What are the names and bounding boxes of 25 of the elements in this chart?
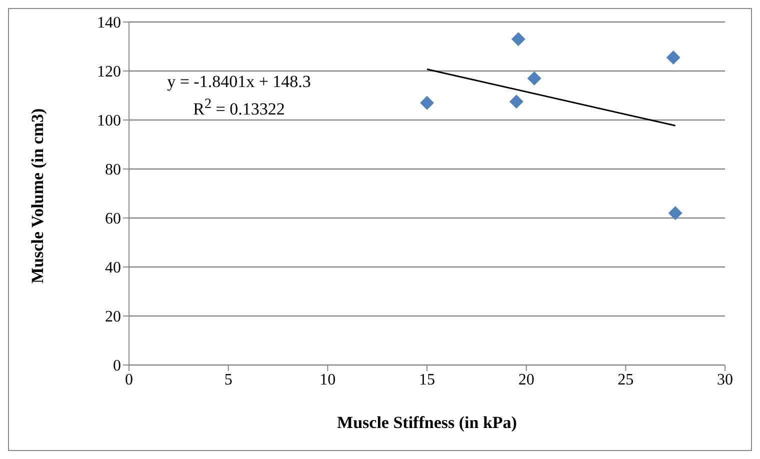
- y-tick-label: 80: [105, 162, 121, 179]
- y-tick-label: 60: [105, 210, 121, 228]
- y-axis-title: Muscle Volume (in cm3): [28, 108, 48, 284]
- x-tick-label: 25: [618, 371, 634, 388]
- y-tick-label: 140: [97, 14, 121, 32]
- point: [511, 32, 526, 46]
- annotation: R$^{2}$ = 0.13322: [192, 95, 286, 121]
- y-tick-label: 0: [113, 358, 121, 375]
- point: [527, 71, 542, 86]
- y-tick-label: 100: [97, 112, 121, 130]
- x-tick-label: 20: [518, 371, 534, 388]
- x-tick-label: 15: [419, 371, 435, 388]
- x-tick-label: 30: [717, 371, 733, 388]
- y-tick-label: 120: [97, 64, 121, 81]
- x-tick-label: 0: [125, 371, 133, 388]
- point: [666, 50, 680, 65]
- y-tick-label: 40: [105, 260, 121, 277]
- x-tick-label: 10: [320, 371, 336, 388]
- x-tick-label: 5: [224, 371, 232, 388]
- y-tick-label: 20: [105, 308, 121, 326]
- annotation: y = -1.8401x + 148.3: [166, 71, 312, 93]
- point: [509, 94, 524, 109]
- point: [420, 96, 434, 110]
- point: [668, 206, 682, 220]
- x-axis-title: Muscle Stiffness (in kPa): [337, 413, 517, 432]
